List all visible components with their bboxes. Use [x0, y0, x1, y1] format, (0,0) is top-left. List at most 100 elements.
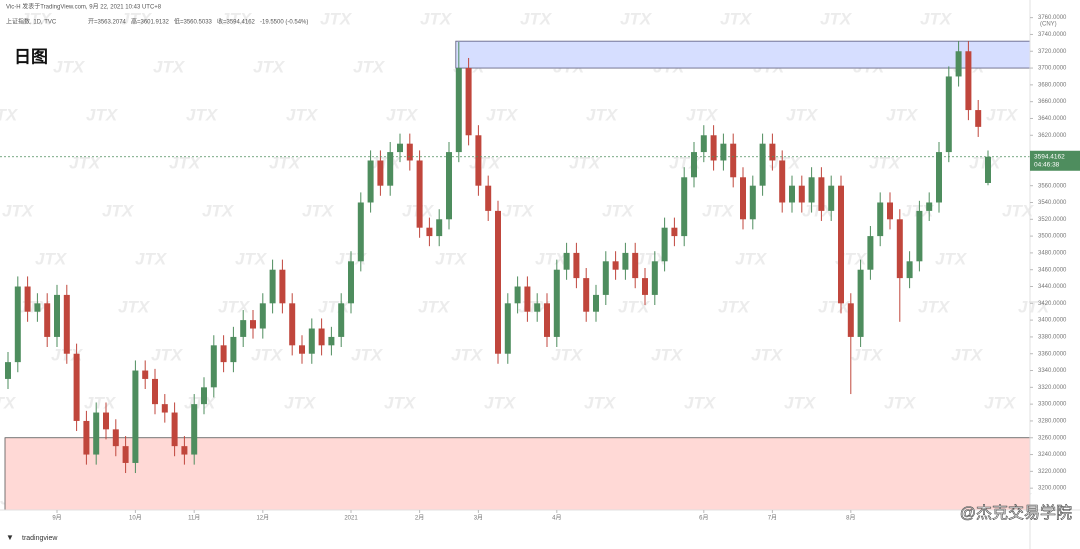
watermark: JTX: [684, 393, 717, 412]
candle-body: [661, 227, 668, 262]
watermark: JTX: [784, 393, 817, 412]
logo: tradingview: [22, 535, 58, 542]
candle-body: [847, 303, 854, 337]
watermark: JTX: [386, 105, 419, 124]
y-tick-label: 3520.0000: [1038, 217, 1067, 223]
y-tick-label: 3500.0000: [1038, 234, 1067, 240]
watermark: JTX: [153, 57, 186, 76]
watermark: JTX: [302, 201, 335, 220]
watermark: JTX: [502, 201, 535, 220]
watermark: JTX: [384, 393, 417, 412]
watermark: JTX: [986, 105, 1019, 124]
watermark: JTX: [586, 105, 619, 124]
candle-body: [54, 294, 60, 337]
candle-body: [230, 336, 237, 363]
credit: @杰克交易学院: [960, 504, 1072, 522]
candle-body: [710, 135, 717, 161]
candle-body: [926, 202, 933, 211]
y-tick-label: 3700.0000: [1038, 66, 1067, 72]
x-tick-label: 9月: [52, 515, 61, 522]
watermark: JTX: [469, 153, 502, 172]
price-tag: [1030, 150, 1080, 171]
candle-body: [299, 345, 305, 354]
watermark: JTX: [35, 249, 68, 268]
watermark: JTX: [918, 297, 951, 316]
candle-body: [220, 345, 227, 363]
candle-body: [377, 160, 384, 186]
ohlc-text: -19.5500 (-0.54%): [260, 20, 308, 26]
candle-body: [191, 404, 198, 455]
price-tag-label: 3594.4162: [1034, 153, 1065, 160]
watermark: JTX: [186, 105, 219, 124]
candle-body: [103, 412, 109, 430]
watermark: JTX: [786, 105, 819, 124]
watermark: JTX: [618, 297, 651, 316]
candle-body: [83, 420, 90, 455]
candle-body: [93, 412, 100, 455]
candle-body: [367, 160, 374, 203]
candle-body: [210, 345, 217, 388]
watermark: JTX: [235, 249, 268, 268]
watermark: JTX: [535, 249, 568, 268]
candle-body: [759, 143, 766, 186]
watermark: JTX: [420, 9, 453, 28]
y-tick-label: 3460.0000: [1038, 267, 1067, 273]
candle-body: [779, 160, 786, 203]
candle-body: [818, 177, 825, 211]
y-tick-label: 3620.0000: [1038, 133, 1067, 139]
candle-body: [691, 152, 697, 178]
source-line: Vic-H 发表于TradingView.com, 9月 22, 2021 10…: [6, 3, 162, 11]
countdown: 04:46:38: [1034, 161, 1060, 168]
candle-body: [798, 185, 805, 203]
candle-body: [612, 261, 619, 270]
candle-body: [740, 177, 746, 220]
candle-body: [514, 286, 521, 304]
watermark: JTX: [320, 9, 353, 28]
watermark: JTX: [720, 9, 753, 28]
zone: [4, 437, 1031, 511]
candle-body: [887, 202, 893, 220]
watermark: JTX: [218, 297, 251, 316]
candle-body: [583, 278, 590, 312]
y-tick-label: 3320.0000: [1038, 385, 1067, 391]
candle-body: [730, 143, 737, 178]
candle-body: [896, 219, 903, 279]
watermark: JTX: [353, 57, 386, 76]
candle-body: [122, 446, 129, 463]
y-tick-label: 3240.0000: [1038, 452, 1067, 458]
y-tick-label: 3560.0000: [1038, 183, 1067, 189]
y-tick-label: 3660.0000: [1038, 99, 1067, 105]
candle-body: [593, 294, 599, 312]
candle-body: [240, 320, 247, 337]
candle-body: [436, 219, 443, 237]
watermark: JTX: [920, 9, 953, 28]
candle-body: [495, 210, 501, 354]
y-tick-label: 3260.0000: [1038, 435, 1067, 441]
watermark: JTX: [451, 345, 484, 364]
y-tick-label: 3300.0000: [1038, 402, 1067, 408]
watermark: JTX: [220, 9, 253, 28]
x-tick-label: 8月: [846, 515, 855, 522]
candle-body: [14, 286, 21, 363]
y-tick-label: 3480.0000: [1038, 250, 1067, 256]
y-tick-label: 3280.0000: [1038, 419, 1067, 425]
axes: 3200.0000 3220.0000 3240.0000 3260.0000 3280…: [52, 15, 1080, 522]
ohlc-text: 开=3563.2074: [88, 19, 127, 26]
candle-body: [387, 152, 394, 186]
candle-body: [651, 261, 658, 295]
candle-body: [328, 336, 335, 346]
candle-body: [181, 446, 188, 455]
candle-body: [318, 328, 325, 346]
watermark: JTX: [118, 297, 151, 316]
x-tick-label: 11月: [188, 515, 200, 522]
watermark: JTX: [635, 249, 668, 268]
y-tick-label: 3740.0000: [1038, 32, 1067, 38]
candle-body: [563, 252, 570, 270]
watermark: JTX: [120, 9, 153, 28]
candle-body: [73, 353, 80, 421]
candle-body: [465, 68, 472, 136]
candle-body: [534, 303, 541, 312]
candle-body: [338, 303, 345, 337]
candle-body: [945, 76, 952, 153]
watermark: JTX: [702, 201, 735, 220]
